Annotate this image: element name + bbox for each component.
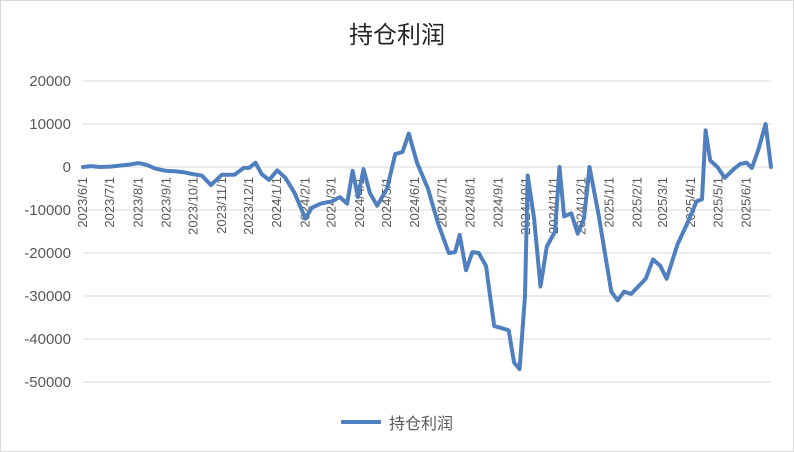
x-tick-label: 2024/1/1 — [269, 177, 284, 228]
x-tick-label: 2023/6/1 — [75, 177, 90, 228]
y-tick-label: -20000 — [24, 245, 71, 262]
x-tick-label: 2025/5/1 — [710, 177, 725, 228]
legend: 持仓利润 — [1, 409, 793, 434]
y-tick-label: 10000 — [29, 116, 71, 133]
chart-title: 持仓利润 — [349, 21, 445, 49]
y-tick-label: 20000 — [29, 73, 71, 90]
x-tick-label: 2024/6/1 — [407, 177, 422, 228]
series-line — [81, 122, 773, 372]
y-tick-label: -30000 — [24, 288, 71, 305]
x-tick-label: 2025/6/1 — [738, 177, 753, 228]
x-tick-label: 2025/1/1 — [601, 177, 616, 228]
x-tick-label: 2025/3/1 — [655, 177, 670, 228]
x-tick-label: 2023/8/1 — [130, 177, 145, 228]
y-tick-label: 0 — [63, 159, 71, 176]
legend-label: 持仓利润 — [388, 414, 453, 433]
x-tick-label: 2023/10/1 — [186, 177, 201, 235]
x-tick-label: 2024/5/1 — [379, 177, 394, 228]
x-tick-label: 2023/7/1 — [102, 177, 117, 228]
x-tick-label: 2024/9/1 — [491, 177, 506, 228]
y-tick-label: -40000 — [24, 331, 71, 348]
x-tick-label: 2024/7/1 — [434, 177, 449, 228]
y-tick-label: -50000 — [24, 374, 71, 391]
y-tick-label: -10000 — [24, 202, 71, 219]
x-tick-label: 2024/8/1 — [463, 177, 478, 228]
x-tick-label: 2023/9/1 — [159, 177, 174, 228]
x-tick-label: 2025/2/1 — [630, 177, 645, 228]
x-tick-label: 2023/11/1 — [214, 177, 229, 234]
x-tick-label: 2023/12/1 — [241, 177, 256, 235]
legend-swatch — [340, 420, 381, 424]
x-tick-label: 2025/4/1 — [683, 177, 698, 228]
